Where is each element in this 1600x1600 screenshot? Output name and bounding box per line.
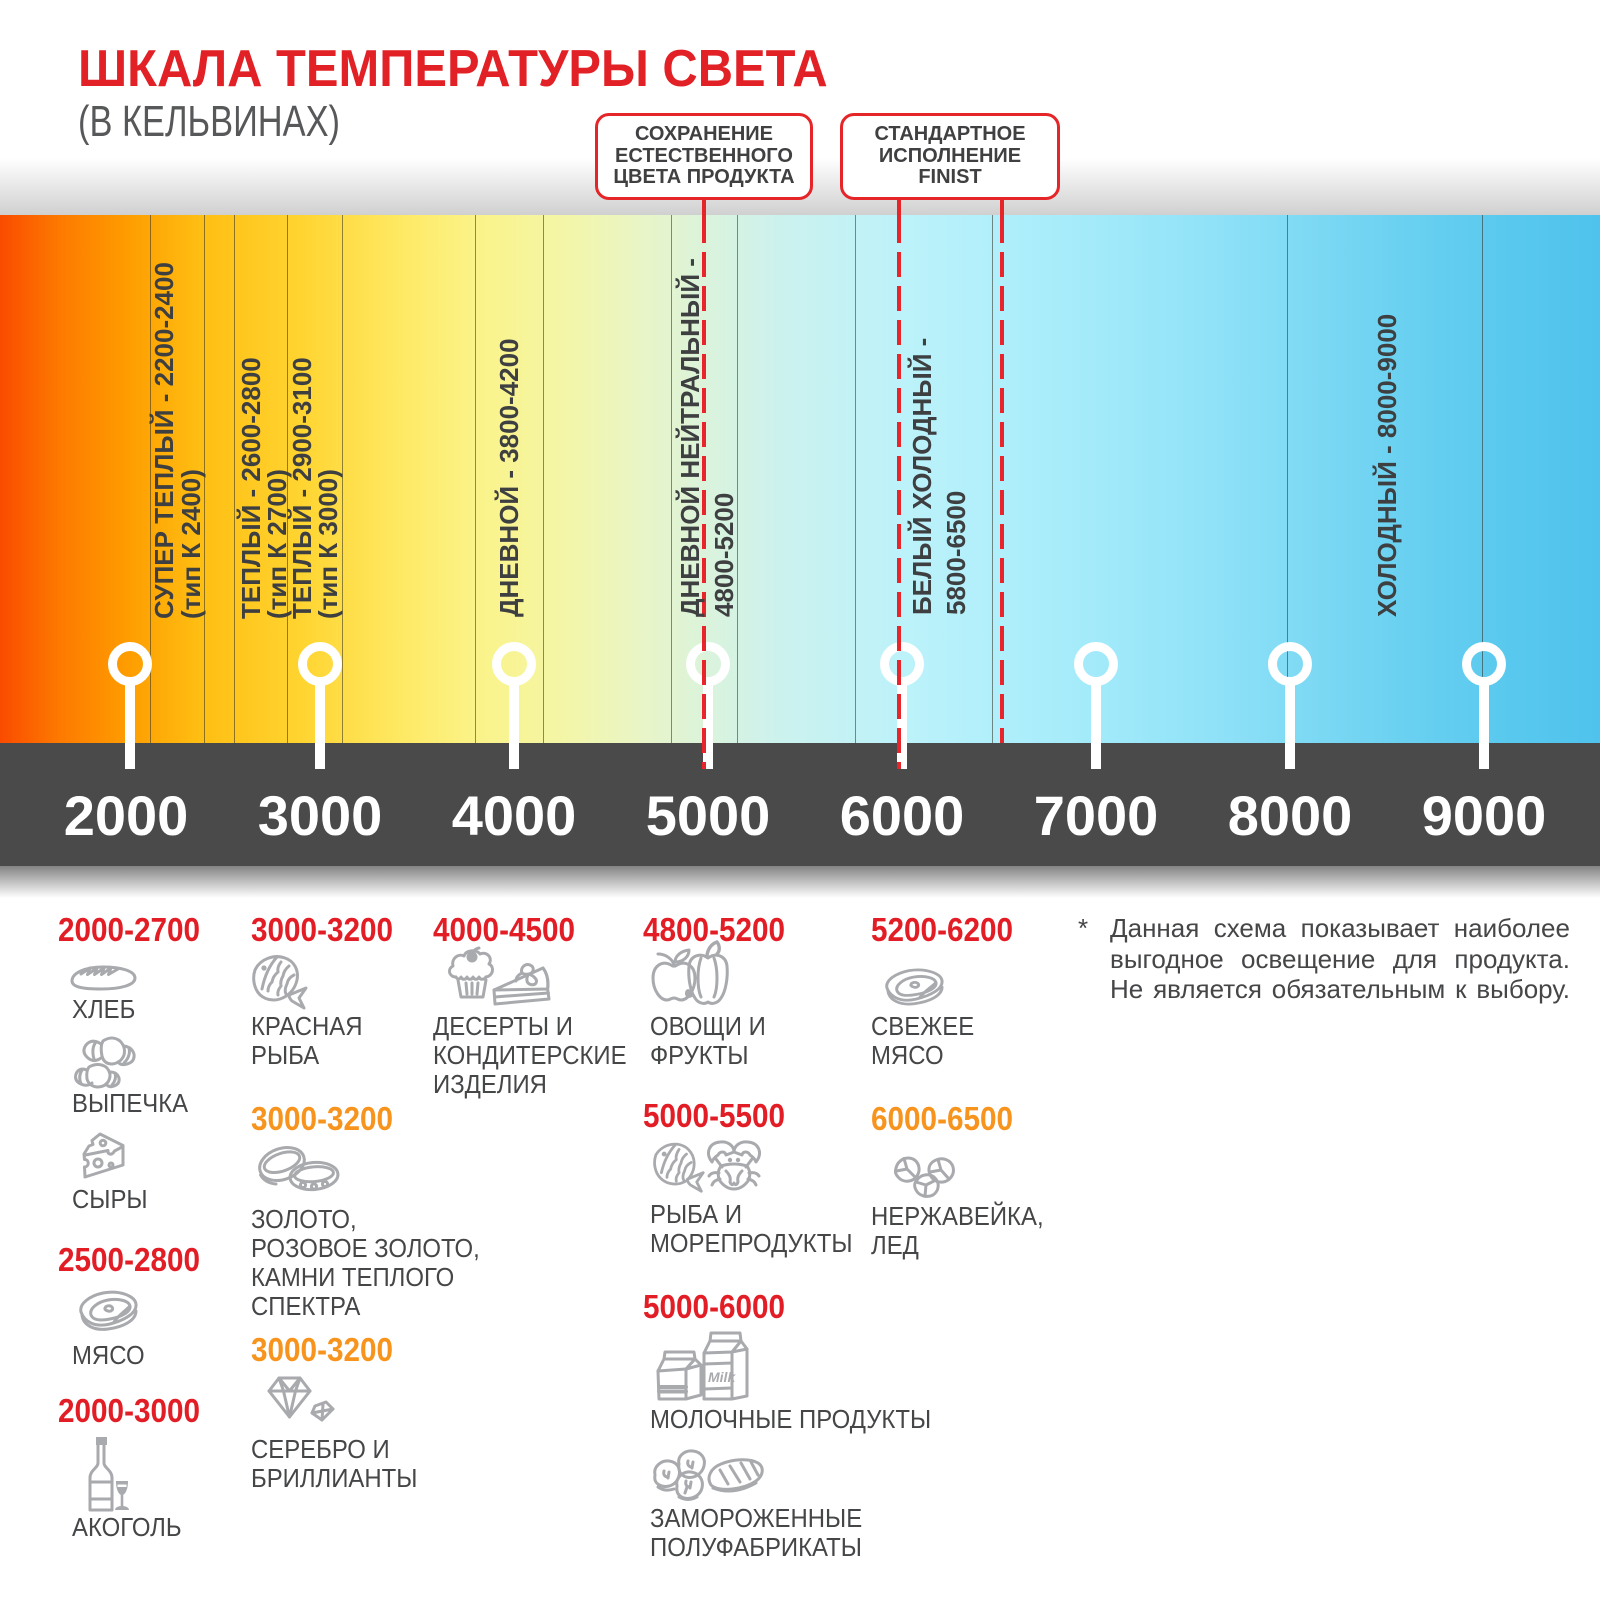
svg-text:Milk: Milk	[708, 1369, 736, 1385]
